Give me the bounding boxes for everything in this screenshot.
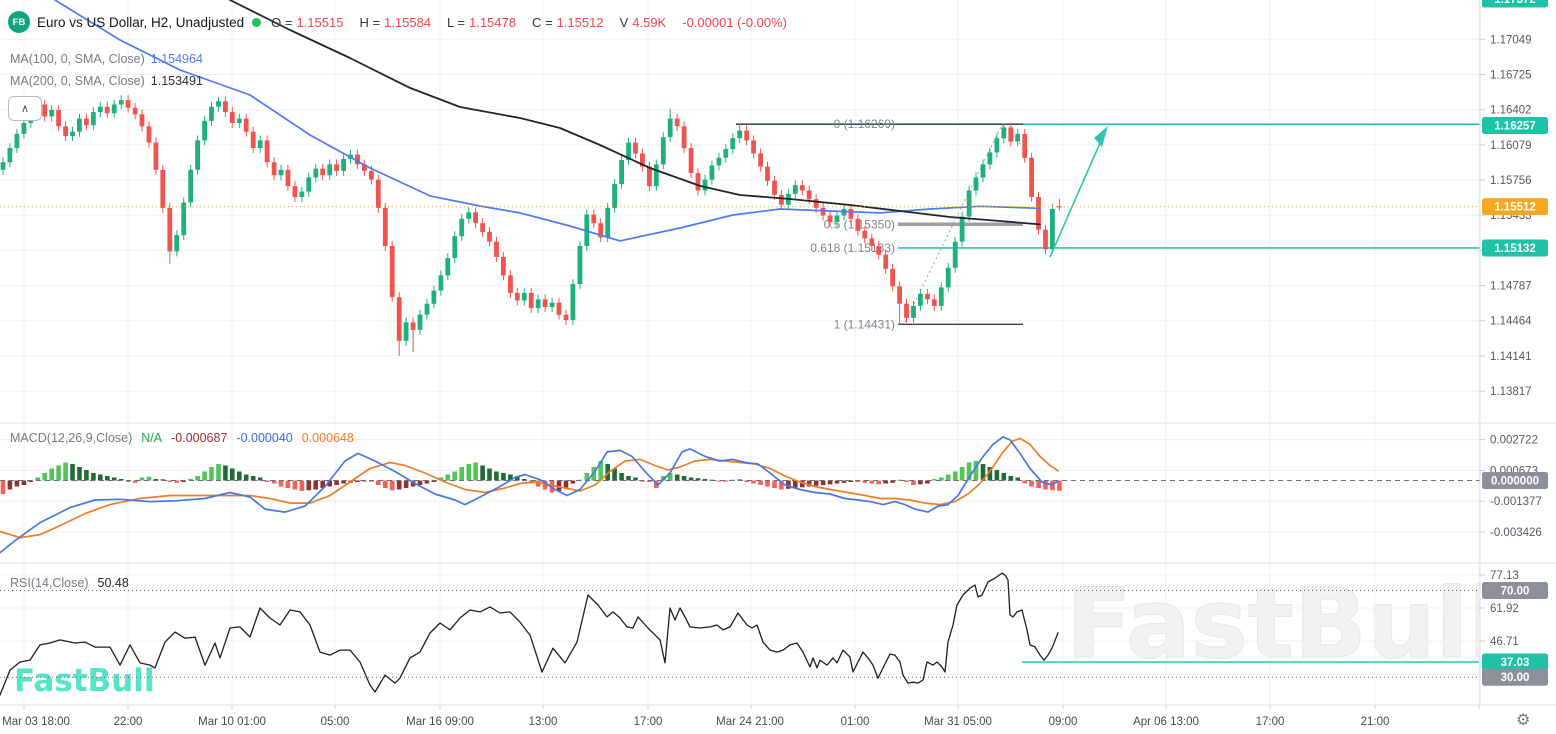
- big-watermark: FastBull: [1066, 568, 1501, 680]
- rsi-panel: [0, 572, 1480, 696]
- svg-text:13:00: 13:00: [529, 716, 558, 728]
- macd-legend[interactable]: MACD(12,26,9,Close) N/A -0.000687 -0.000040…: [10, 431, 363, 445]
- up-arrow-icon: [1094, 126, 1108, 147]
- svg-text:-0.003426: -0.003426: [1490, 527, 1542, 539]
- svg-text:1.17049: 1.17049: [1490, 34, 1532, 46]
- svg-text:1.16402: 1.16402: [1490, 105, 1532, 117]
- svg-text:Mar 03 18:00: Mar 03 18:00: [2, 716, 70, 728]
- rsi-title: RSI(14,Close): [10, 576, 89, 590]
- market-open-dot-icon: [252, 17, 262, 27]
- svg-text:09:00: 09:00: [1049, 716, 1078, 728]
- svg-text:1.14787: 1.14787: [1490, 281, 1532, 293]
- macd-na-value: N/A: [141, 431, 163, 445]
- ma100-legend[interactable]: MA(100, 0, SMA, Close) 1.154964: [10, 52, 203, 66]
- svg-text:1.13817: 1.13817: [1490, 386, 1532, 398]
- svg-text:0 (1.16269): 0 (1.16269): [834, 117, 895, 131]
- svg-text:1.17372: 1.17372: [1494, 0, 1536, 6]
- svg-text:77.13: 77.13: [1490, 570, 1519, 582]
- ohlc-readout: O = 1.15515 H = 1.15584 L = 1.15478 C = 1.15…: [271, 15, 787, 30]
- open-label: O =: [271, 14, 293, 30]
- macd-panel: [0, 436, 1480, 554]
- macd-line-value: -0.000040: [236, 431, 293, 445]
- high-label: H =: [359, 14, 381, 30]
- svg-text:22:00: 22:00: [114, 716, 143, 728]
- svg-text:1.16079: 1.16079: [1490, 140, 1532, 152]
- rsi-value: 50.48: [97, 576, 129, 590]
- price-axis[interactable]: 1.170491.167251.164021.160791.157561.154…: [1479, 0, 1548, 686]
- svg-text:1.16725: 1.16725: [1490, 70, 1532, 82]
- svg-text:0.000000: 0.000000: [1491, 476, 1539, 488]
- svg-text:17:00: 17:00: [1256, 716, 1285, 728]
- svg-text:-0.001377: -0.001377: [1490, 496, 1542, 508]
- svg-text:30.00: 30.00: [1501, 672, 1530, 684]
- macd-signal-value: 0.000648: [301, 431, 354, 445]
- ma200-value: 1.153491: [150, 74, 203, 88]
- corner-watermark: FastBull: [14, 663, 155, 699]
- rsi-legend[interactable]: RSI(14,Close) 50.48: [10, 576, 138, 590]
- ma100-value: 1.154964: [150, 52, 203, 66]
- price-tag: 1.16257: [1482, 117, 1548, 134]
- macd-title: MACD(12,26,9,Close): [10, 431, 133, 445]
- svg-text:Apr 06 13:00: Apr 06 13:00: [1133, 716, 1199, 728]
- gear-icon: ⚙: [1516, 712, 1531, 729]
- time-axis[interactable]: Mar 03 18:00 22:00 Mar 10 01:00 05:00 Mar 16…: [2, 705, 1480, 728]
- ma100-label: MA(100, 0, SMA, Close): [10, 52, 145, 66]
- svg-text:1.16257: 1.16257: [1494, 121, 1536, 133]
- change-value: -0.00001 (-0.00%): [682, 14, 788, 30]
- svg-text:0.002722: 0.002722: [1490, 435, 1538, 447]
- svg-text:Mar 31 05:00: Mar 31 05:00: [924, 716, 992, 728]
- symbol-header: FB Euro vs US Dollar, H2, Unadjusted O =…: [8, 10, 787, 34]
- svg-text:0.618 (1.15133): 0.618 (1.15133): [810, 241, 895, 255]
- svg-text:1.14464: 1.14464: [1490, 316, 1532, 328]
- symbol-title[interactable]: Euro vs US Dollar, H2, Unadjusted: [37, 14, 245, 30]
- rsi-tag: 37.03: [1482, 653, 1548, 671]
- close-label: C =: [531, 14, 553, 30]
- macd-zero-tag: 0.000000: [1482, 472, 1548, 489]
- time-axis-settings-button[interactable]: ⚙: [1516, 710, 1530, 730]
- svg-text:1.15512: 1.15512: [1494, 202, 1536, 214]
- svg-text:01:00: 01:00: [841, 716, 870, 728]
- candle-series: [0, 95, 1062, 356]
- macd-hist-value: -0.000687: [171, 431, 228, 445]
- svg-text:Mar 24 21:00: Mar 24 21:00: [716, 716, 784, 728]
- svg-text:1.14141: 1.14141: [1490, 351, 1532, 363]
- svg-text:61.92: 61.92: [1490, 603, 1519, 615]
- svg-text:21:00: 21:00: [1361, 716, 1390, 728]
- chevron-up-icon: ∧: [20, 103, 30, 115]
- svg-text:1.15756: 1.15756: [1490, 175, 1532, 187]
- price-tag: 1.15132: [1482, 239, 1548, 257]
- price-tag-cut: 1.17372: [1482, 0, 1548, 8]
- low-value: 1.15478: [468, 14, 516, 30]
- svg-text:Mar 10 01:00: Mar 10 01:00: [198, 716, 266, 728]
- collapse-legend-button[interactable]: ∧: [8, 96, 42, 121]
- svg-text:05:00: 05:00: [321, 716, 350, 728]
- ma200-label: MA(200, 0, SMA, Close): [10, 74, 145, 88]
- high-value: 1.15584: [384, 14, 432, 30]
- ma200-legend[interactable]: MA(200, 0, SMA, Close) 1.153491: [10, 74, 203, 88]
- rsi-tag: 70.00: [1482, 582, 1548, 599]
- volume-value: 4.59K: [632, 14, 667, 30]
- low-label: L =: [447, 14, 465, 30]
- close-value: 1.15512: [556, 14, 604, 30]
- fastbull-logo-icon: FB: [8, 11, 30, 33]
- svg-text:70.00: 70.00: [1501, 586, 1530, 598]
- svg-text:17:00: 17:00: [634, 716, 663, 728]
- open-value: 1.15515: [296, 14, 344, 30]
- svg-text:37.03: 37.03: [1501, 657, 1530, 669]
- svg-text:1 (1.14431): 1 (1.14431): [834, 317, 895, 331]
- svg-text:46.71: 46.71: [1490, 636, 1519, 648]
- svg-text:1.15132: 1.15132: [1494, 243, 1536, 255]
- price-tag: 1.15512: [1482, 198, 1548, 216]
- rsi-tag: 30.00: [1482, 668, 1548, 686]
- volume-label: V: [619, 14, 629, 30]
- svg-text:Mar 16 09:00: Mar 16 09:00: [406, 716, 474, 728]
